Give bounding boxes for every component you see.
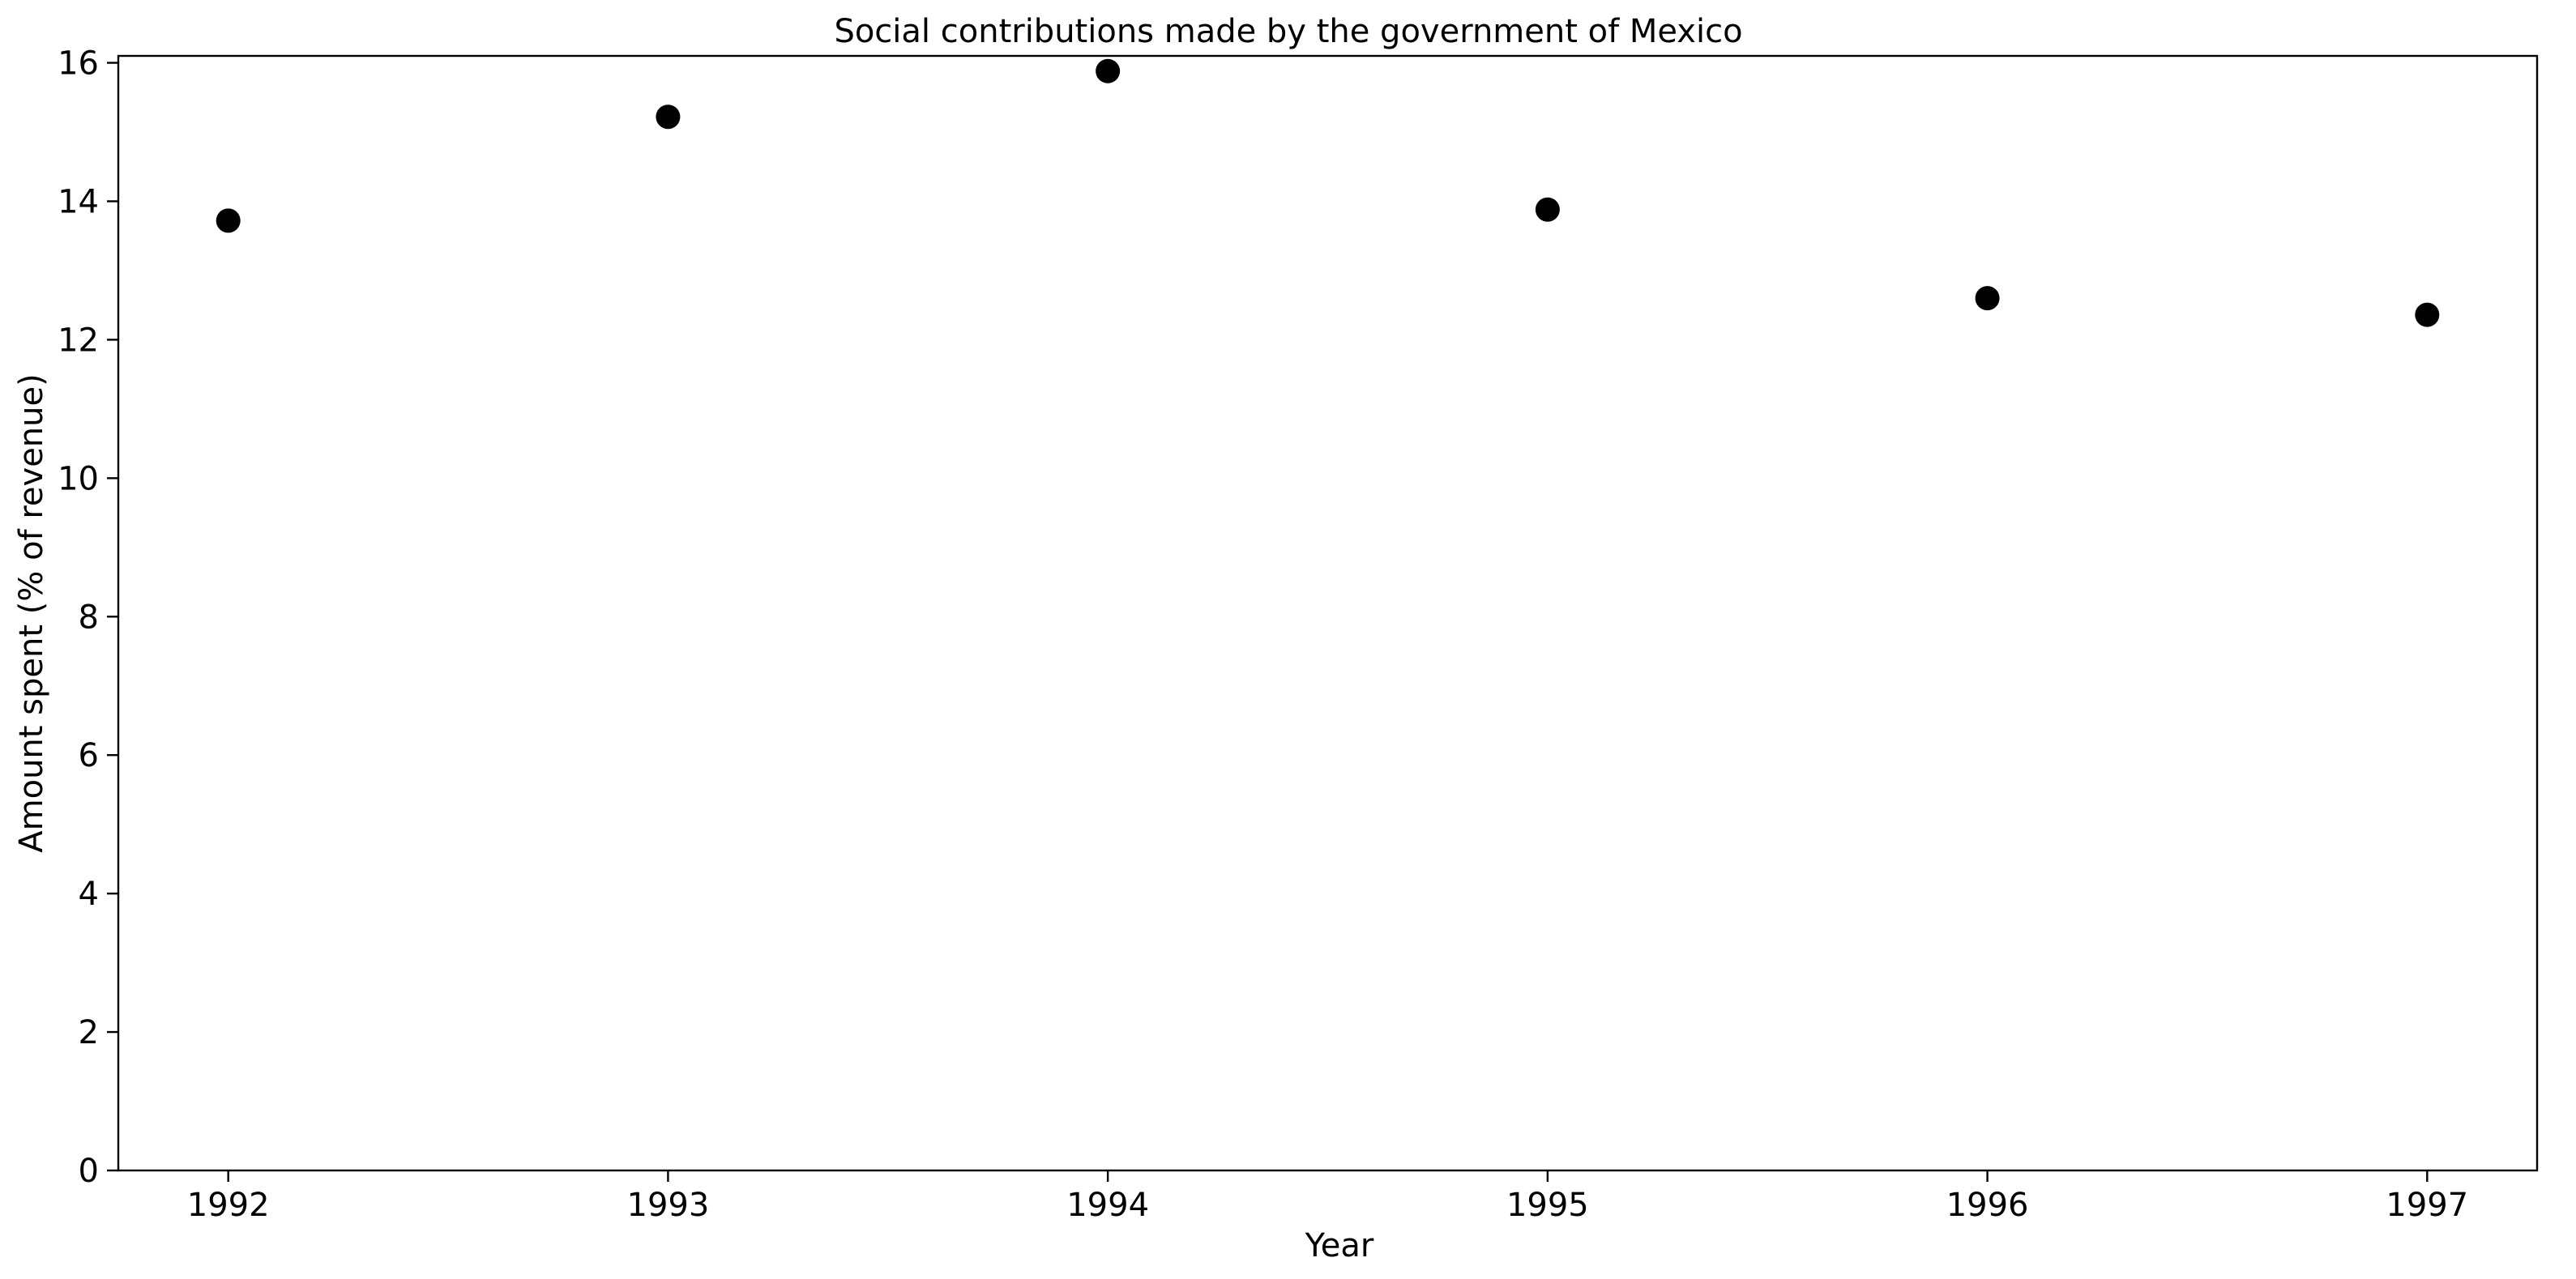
y-tick-label: 14	[58, 183, 99, 220]
data-point-1997	[2415, 302, 2440, 327]
data-point-1992	[216, 208, 241, 233]
data-point-1995	[1535, 197, 1560, 222]
x-tick-label: 1996	[1946, 1187, 2029, 1224]
x-tick-label: 1995	[1506, 1187, 1589, 1224]
data-point-1994	[1096, 58, 1121, 83]
data-points	[216, 58, 2440, 327]
chart-title: Social contributions made by the governm…	[834, 13, 1742, 50]
y-tick-label: 0	[79, 1153, 99, 1190]
y-axis: 0 2 4 6 8 10 12 14 16	[58, 45, 118, 1190]
x-tick-label: 1993	[627, 1187, 710, 1224]
x-tick-label: 1992	[187, 1187, 270, 1224]
y-tick-label: 4	[79, 876, 99, 913]
y-tick-label: 16	[58, 45, 99, 83]
plot-area-frame	[117, 54, 2539, 1172]
x-axis-label: Year	[1305, 1227, 1374, 1264]
y-tick-label: 12	[58, 322, 99, 359]
y-tick-label: 10	[58, 460, 99, 497]
y-axis-label: Amount spent (% of revenue)	[13, 373, 50, 852]
y-tick-label: 6	[79, 737, 99, 774]
x-tick-label: 1997	[2386, 1187, 2468, 1224]
y-tick-label: 2	[79, 1014, 99, 1051]
data-point-1993	[656, 104, 681, 130]
x-tick-label: 1994	[1066, 1187, 1149, 1224]
y-tick-label: 8	[79, 599, 99, 636]
data-point-1996	[1975, 286, 2000, 311]
x-axis: 1992 1993 1994 1995 1996 1997	[187, 1170, 2468, 1224]
